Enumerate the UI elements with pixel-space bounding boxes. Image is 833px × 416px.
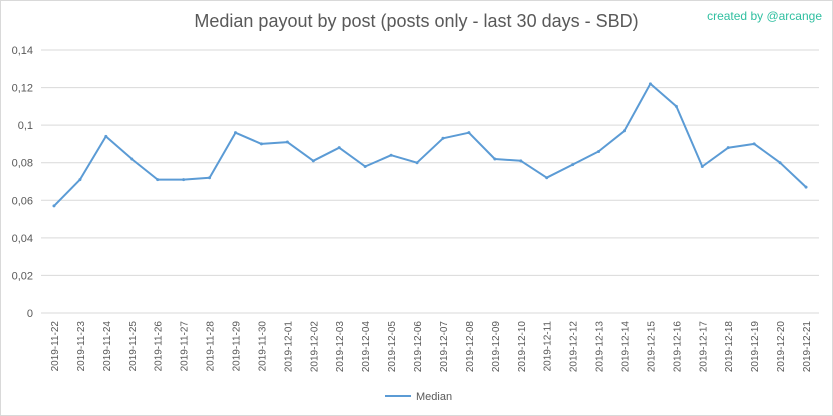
- data-point: [311, 159, 315, 163]
- data-point: [415, 161, 419, 165]
- x-tick-label: 2019-12-16: [672, 321, 683, 373]
- data-point: [752, 142, 756, 146]
- x-tick-label: 2019-12-10: [517, 321, 528, 373]
- x-tick-label: 2019-12-15: [646, 321, 657, 373]
- x-tick-label: 2019-12-11: [543, 321, 554, 372]
- x-tick-label: 2019-11-30: [257, 321, 268, 372]
- x-tick-label: 2019-12-18: [724, 321, 735, 373]
- x-tick-label: 2019-12-04: [361, 321, 372, 373]
- x-tick-label: 2019-12-14: [621, 321, 632, 373]
- gridlines: [41, 49, 819, 314]
- x-tick-label: 2019-12-02: [309, 321, 320, 373]
- y-tick-label: 0,06: [12, 195, 33, 207]
- x-tick-label: 2019-12-17: [698, 321, 709, 373]
- data-point: [78, 178, 82, 182]
- x-tick-label: 2019-12-09: [491, 321, 502, 373]
- x-tick-label: 2019-11-25: [128, 321, 139, 372]
- series-line-median: [53, 82, 807, 207]
- x-tick-label: 2019-12-20: [776, 321, 787, 373]
- x-axis-tick-labels: 2019-11-22 2019-11-23 2019-11-24 2019-11-25…: [50, 321, 813, 373]
- legend: Median: [385, 391, 452, 403]
- y-tick-label: 0,08: [12, 158, 33, 170]
- data-point: [545, 176, 549, 180]
- data-point: [259, 142, 263, 146]
- x-tick-label: 2019-11-28: [206, 321, 217, 372]
- data-point: [363, 164, 367, 168]
- data-point: [623, 129, 626, 133]
- x-tick-label: 2019-11-23: [76, 321, 87, 372]
- data-point: [104, 134, 108, 138]
- data-point: [234, 131, 237, 135]
- x-tick-label: 2019-12-21: [802, 321, 813, 373]
- data-point: [285, 140, 289, 144]
- x-tick-label: 2019-11-27: [180, 321, 191, 372]
- y-tick-label: 0,12: [12, 83, 33, 95]
- credit-text: created by @arcange: [707, 9, 822, 23]
- data-point: [597, 149, 601, 153]
- data-point: [519, 159, 523, 163]
- x-tick-label: 2019-12-19: [750, 321, 761, 373]
- data-point: [467, 131, 471, 135]
- y-axis-tick-labels: 0 0,02 0,04 0,06 0,08 0,1 0,12 0,14: [12, 45, 33, 320]
- data-point: [208, 176, 212, 180]
- x-tick-label: 2019-12-05: [387, 321, 398, 373]
- data-point: [441, 136, 445, 140]
- x-tick-label: 2019-12-08: [465, 321, 476, 373]
- data-point: [337, 146, 341, 150]
- legend-label-median: Median: [416, 391, 452, 403]
- data-point: [130, 157, 134, 161]
- y-tick-label: 0,1: [18, 120, 33, 132]
- data-point: [700, 164, 704, 168]
- x-tick-label: 2019-12-01: [283, 321, 294, 373]
- data-point: [156, 178, 160, 182]
- x-tick-label: 2019-11-22: [50, 321, 61, 372]
- x-tick-label: 2019-11-29: [232, 321, 243, 372]
- data-point: [674, 104, 678, 108]
- y-tick-label: 0: [27, 308, 33, 320]
- data-point: [804, 185, 808, 189]
- chart-title: Median payout by post (posts only - last…: [194, 11, 639, 31]
- data-point: [571, 163, 575, 167]
- x-tick-label: 2019-12-07: [439, 321, 450, 373]
- x-tick-label: 2019-11-24: [102, 321, 113, 372]
- y-tick-label: 0,02: [12, 270, 33, 282]
- y-tick-label: 0,14: [12, 45, 33, 57]
- data-point: [726, 146, 730, 150]
- x-tick-label: 2019-11-26: [154, 321, 165, 372]
- data-point: [52, 204, 56, 208]
- data-point: [493, 157, 497, 161]
- x-tick-label: 2019-12-13: [595, 321, 606, 373]
- y-tick-label: 0,04: [12, 233, 33, 245]
- data-point: [389, 153, 393, 157]
- data-point: [182, 178, 186, 182]
- data-point: [778, 161, 782, 165]
- series-layer: [52, 82, 808, 208]
- x-tick-label: 2019-12-06: [413, 321, 424, 373]
- x-tick-label: 2019-12-03: [335, 321, 346, 373]
- x-tick-label: 2019-12-12: [569, 321, 580, 373]
- data-point: [648, 82, 652, 86]
